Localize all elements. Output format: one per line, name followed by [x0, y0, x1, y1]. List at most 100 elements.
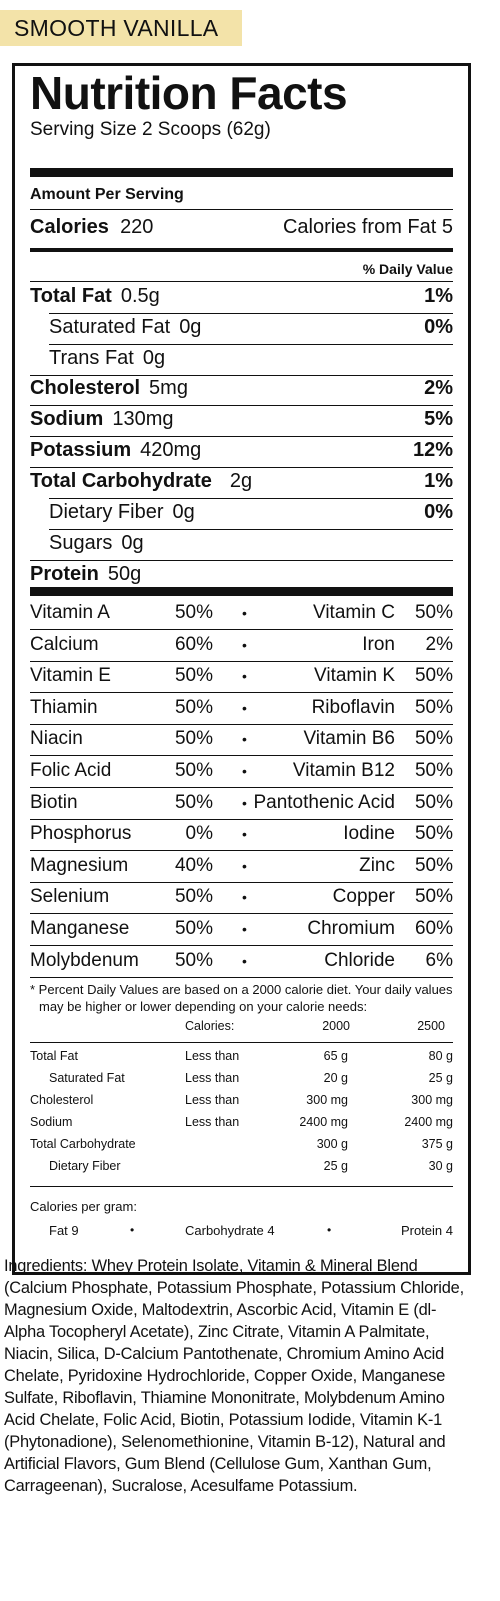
nutrient-label: Total Fat 0.5g — [30, 285, 160, 308]
ingredients: Ingredients: Whey Protein Isolate, Vitam… — [4, 1255, 474, 1497]
divider — [30, 405, 453, 406]
footnote: * Percent Daily Values are based on a 20… — [30, 981, 453, 1015]
vitamin-pct-right: 50% — [414, 886, 453, 907]
vitamin-name-right: Chromium — [307, 918, 395, 939]
vitamin-name-left: Thiamin — [30, 697, 98, 718]
nutrient-row: Sodium 130mg 5% — [30, 408, 453, 436]
vitamin-pct-right: 50% — [414, 855, 453, 876]
nutrient-label: Saturated Fat 0g — [30, 316, 201, 339]
divider — [30, 1042, 453, 1043]
vitamin-name-left: Folic Acid — [30, 760, 112, 781]
vitamin-row: Phosphorus 0% • Iodine 50% — [30, 823, 453, 854]
nutrient-name: Total Fat — [30, 285, 112, 307]
nutrient-row: Protein 50g — [30, 563, 453, 591]
nutrient-label: Trans Fat 0g — [30, 347, 165, 370]
vitamin-name-left: Manganese — [30, 918, 130, 939]
footnote-nutrient: Sodium — [30, 1115, 73, 1129]
vitamin-bullet: • — [242, 731, 247, 747]
footnote-row: Cholesterol Less than 300 mg 300 mg — [30, 1093, 453, 1115]
vitamin-name-right: Vitamin K — [314, 665, 395, 686]
nutrient-daily-value: 5% — [424, 408, 453, 430]
vitamin-bullet: • — [242, 668, 247, 684]
footnote-nutrient: Total Carbohydrate — [30, 1137, 136, 1151]
cpg-carbohydrate: Carbohydrate 4 — [185, 1223, 275, 1238]
vitamin-pct-left: 50% — [174, 950, 213, 971]
nutrient-daily-value: 12% — [412, 439, 453, 461]
calories-label: Calories — [30, 216, 109, 238]
vitamin-pct-left: 50% — [174, 760, 213, 781]
cpg-fat: Fat 9 — [49, 1223, 79, 1238]
vitamin-bullet: • — [242, 889, 247, 905]
footnote-nutrient: Total Fat — [30, 1049, 78, 1063]
vitamin-pct-right: 50% — [414, 760, 453, 781]
vitamin-name-left: Magnesium — [30, 855, 129, 876]
vitamin-pct-right: 50% — [414, 697, 453, 718]
footnote-2000: 25 g — [323, 1159, 348, 1173]
vitamin-bullet: • — [242, 953, 247, 969]
calories-group: Calories 220 — [30, 216, 153, 239]
vitamin-name-left: Vitamin E — [30, 665, 111, 686]
nutrient-label: Total Carbohydrate 2g — [30, 470, 252, 493]
nutrient-row: Sugars 0g — [30, 532, 453, 560]
nutrient-amount: 0g — [121, 532, 144, 554]
vitamin-row: Calcium 60% • Iron 2% — [30, 634, 453, 665]
vitamin-pct-left: 0% — [185, 823, 213, 844]
vitamin-name-right: Iodine — [343, 823, 395, 844]
divider — [49, 498, 453, 499]
vitamin-row: Selenium 50% • Copper 50% — [30, 886, 453, 917]
vitamin-pct-left: 50% — [174, 792, 213, 813]
divider — [30, 945, 453, 946]
divider — [30, 281, 453, 282]
divider — [49, 344, 453, 345]
nutrient-daily-value: 1% — [424, 285, 453, 307]
divider — [30, 977, 453, 978]
nutrient-name: Sugars — [49, 532, 113, 554]
vitamin-name-left: Vitamin A — [30, 602, 110, 623]
nutrient-amount: 5mg — [149, 377, 188, 399]
nutrient-label: Potassium 420mg — [30, 439, 201, 462]
divider — [30, 913, 453, 914]
vitamin-name-left: Molybdenum — [30, 950, 139, 971]
divider — [30, 560, 453, 561]
vitamin-pct-left: 50% — [174, 665, 213, 686]
vitamin-pct-left: 50% — [174, 697, 213, 718]
col-2500: 2500 — [417, 1019, 445, 1033]
footnote-2000: 300 g — [316, 1137, 348, 1151]
ingredients-label: Ingredients: — [4, 1257, 88, 1275]
calories-row: Calories 220 Calories from Fat 5 — [30, 216, 453, 244]
amount-per-serving: Amount Per Serving — [30, 186, 184, 203]
vitamin-name-left: Niacin — [30, 728, 83, 749]
calories-from-fat: Calories from Fat 5 — [282, 216, 453, 238]
nutrient-amount: 0g — [172, 501, 195, 523]
vitamin-pct-right: 50% — [414, 665, 453, 686]
nutrient-label: Sugars 0g — [30, 532, 144, 555]
vitamin-pct-left: 50% — [174, 886, 213, 907]
vitamin-pct-right: 2% — [425, 634, 453, 655]
divider — [30, 882, 453, 883]
nutrient-daily-value: 1% — [424, 470, 453, 492]
nutrient-daily-value: 0% — [424, 501, 453, 523]
nutrient-amount: 2g — [229, 470, 253, 492]
footnote-2500: 25 g — [428, 1071, 453, 1085]
nutrient-label: Dietary Fiber 0g — [30, 501, 195, 524]
divider-thick — [30, 587, 453, 596]
nutrient-name: Potassium — [30, 439, 132, 461]
divider-thick — [30, 168, 453, 177]
footnote-2500: 2400 mg — [404, 1115, 453, 1129]
nutrient-amount: 50g — [107, 563, 142, 585]
vitamin-name-right: Riboflavin — [311, 697, 395, 718]
footnote-row: Total Fat Less than 65 g 80 g — [30, 1049, 453, 1071]
nutrient-amount: 0g — [142, 347, 166, 369]
footnote-limit: Less than — [185, 1049, 240, 1063]
vitamin-bullet: • — [242, 795, 247, 811]
nutrient-row: Cholesterol 5mg 2% — [30, 377, 453, 405]
cpg-bullet: • — [327, 1223, 332, 1237]
vitamin-name-right: Zinc — [359, 855, 395, 876]
divider — [30, 819, 453, 820]
vitamin-bullet: • — [242, 826, 247, 842]
calories-col-label: Calories: — [185, 1019, 235, 1033]
calories-per-gram: Calories per gram: — [30, 1199, 137, 1214]
footnote-2500: 300 mg — [411, 1093, 453, 1107]
flavor-banner: SMOOTH VANILLA — [0, 10, 242, 46]
nutrient-label: Cholesterol 5mg — [30, 377, 188, 400]
